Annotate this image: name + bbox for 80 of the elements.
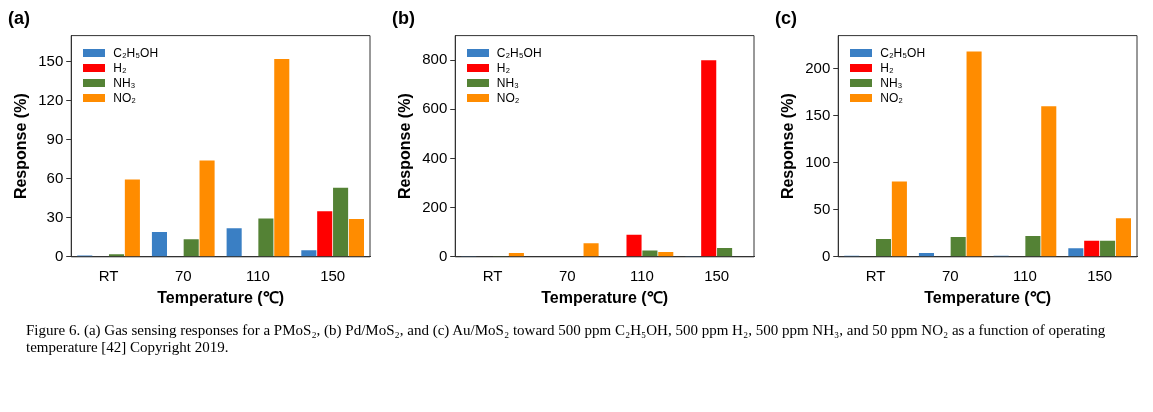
bar <box>716 247 732 257</box>
y-tick-label: 200 <box>421 197 447 215</box>
bar <box>317 211 333 257</box>
y-tick-label: 800 <box>421 50 447 68</box>
x-tick-label: 110 <box>629 266 654 284</box>
legend-label: C₂H₅OH <box>496 45 542 61</box>
chart-title: (a) <box>8 7 30 28</box>
bar <box>258 218 274 257</box>
bar <box>1041 106 1057 257</box>
chart-title: (b) <box>391 7 415 28</box>
x-axis-title: Temperature (℃) <box>540 288 668 306</box>
x-tick-label: RT <box>865 266 886 284</box>
bar <box>657 251 673 257</box>
y-tick-label: 0 <box>54 246 64 264</box>
bar <box>508 253 524 257</box>
y-tick-label: 60 <box>46 168 64 186</box>
bar <box>301 250 317 257</box>
legend-label: C₂H₅OH <box>113 45 159 61</box>
x-tick-label: 150 <box>703 266 729 284</box>
bar <box>1115 218 1131 257</box>
bar <box>700 60 716 257</box>
x-tick-label: 150 <box>320 266 346 284</box>
y-tick-label: 200 <box>805 58 831 76</box>
x-tick-label: 70 <box>558 266 576 284</box>
y-axis-title: Response (%) <box>12 93 30 200</box>
y-tick-label: 30 <box>46 207 64 225</box>
bar <box>966 51 982 257</box>
y-axis-title: Response (%) <box>779 93 797 200</box>
bar <box>199 160 215 257</box>
y-tick-label: 120 <box>38 90 64 108</box>
bar <box>183 239 199 257</box>
bar <box>625 234 642 257</box>
bar <box>333 187 349 257</box>
bar <box>1100 240 1116 257</box>
y-tick-label: 0 <box>821 246 831 264</box>
bar <box>274 59 290 257</box>
bar <box>124 179 140 257</box>
legend-label: NO₂ <box>880 90 903 106</box>
x-axis-title: Temperature (℃) <box>924 288 1052 306</box>
legend-label: H₂ <box>880 60 894 76</box>
y-tick-label: 90 <box>46 129 64 147</box>
x-tick-label: 110 <box>246 266 270 284</box>
bar <box>1068 248 1084 257</box>
x-tick-label: RT <box>482 266 502 284</box>
chart-title: (c) <box>775 7 797 28</box>
y-tick-label: 50 <box>813 199 831 217</box>
bar <box>226 228 242 257</box>
bar <box>950 237 966 257</box>
bar <box>891 181 907 257</box>
legend-label: H₂ <box>496 60 511 76</box>
legend-label: NO₂ <box>113 90 136 106</box>
legend-label: NH₃ <box>880 75 903 91</box>
y-tick-label: 600 <box>421 99 447 117</box>
x-tick-label: 70 <box>941 266 959 284</box>
bar <box>641 250 657 257</box>
y-tick-label: 400 <box>421 148 447 166</box>
caption: Figure 6. (a) Gas sensing responses for a PMoS₂, (b) Pd/MoS₂, and (c) Au/MoS₂ toward 500 ppm C₂H₅OH, 500 ppm H₂, 500 ppm NH₃, and 50 ppm NO₂ as a function of operating temperature [42] Copyright 2019. <box>25 322 1107 356</box>
bar <box>875 238 892 257</box>
y-tick-label: 0 <box>438 246 447 264</box>
legend-label: H₂ <box>113 60 127 76</box>
bar <box>348 219 364 257</box>
x-tick-label: RT <box>98 266 119 284</box>
y-axis-title: Response (%) <box>395 93 413 200</box>
x-tick-label: 70 <box>174 266 192 284</box>
legend-label: NH₃ <box>496 75 519 91</box>
bar <box>108 254 125 257</box>
legend-label: C₂H₅OH <box>880 45 926 61</box>
bar <box>1084 240 1100 257</box>
x-tick-label: 110 <box>1013 266 1037 284</box>
x-tick-label: 150 <box>1087 266 1113 284</box>
legend-label: NH₃ <box>113 75 136 91</box>
bar <box>1025 236 1041 257</box>
y-tick-label: 150 <box>805 105 831 123</box>
bar <box>151 232 167 257</box>
bar <box>918 253 934 257</box>
y-tick-label: 150 <box>38 51 64 69</box>
y-tick-label: 100 <box>805 152 831 170</box>
bar <box>583 243 599 257</box>
legend-label: NO₂ <box>496 90 520 106</box>
x-axis-title: Temperature (℃) <box>157 288 285 306</box>
